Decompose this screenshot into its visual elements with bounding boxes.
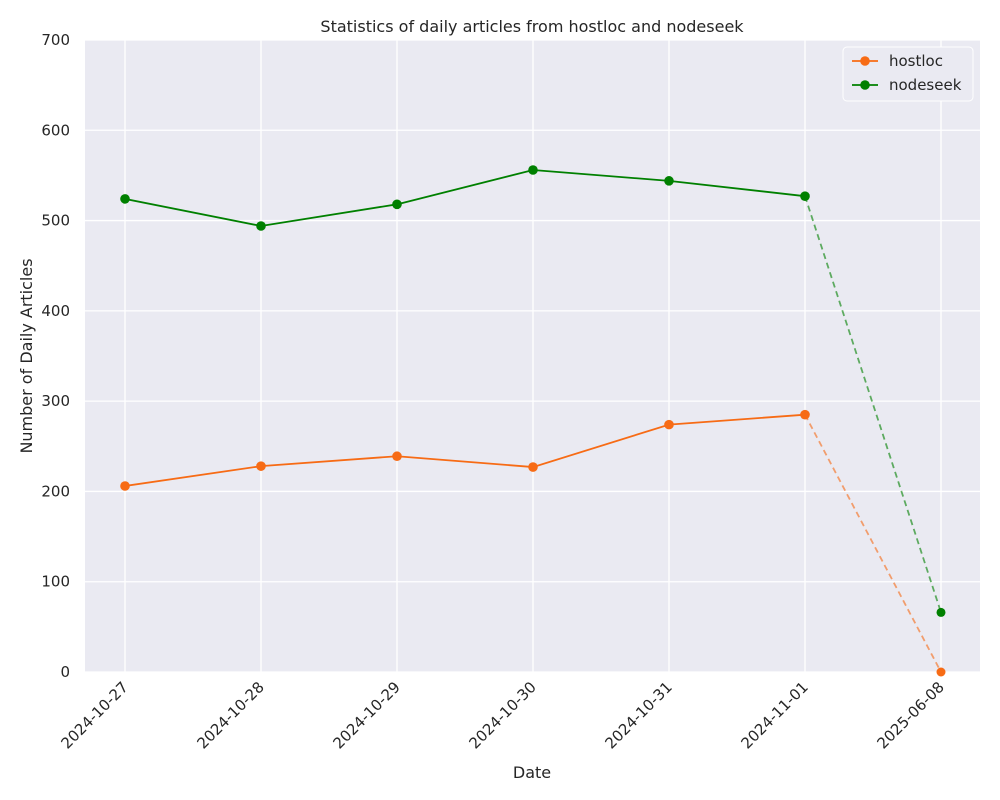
legend-marker-nodeseek	[860, 80, 870, 90]
data-point-hostloc	[392, 451, 402, 462]
y-axis-title: Number of Daily Articles	[17, 258, 36, 453]
series-hostloc	[120, 409, 946, 677]
series-layer	[120, 165, 946, 677]
legend-label-hostloc: hostloc	[889, 52, 943, 70]
x-tick-label: 2025-06-08	[873, 678, 947, 752]
y-tick-label: 400	[41, 302, 70, 320]
series-line-hostloc	[124, 413, 806, 487]
y-tick-label: 200	[41, 482, 70, 500]
data-point-nodeseek	[800, 191, 810, 201]
data-point-nodeseek	[528, 165, 538, 175]
y-tick-label: 100	[41, 573, 70, 591]
x-axis-title: Date	[513, 763, 551, 782]
y-tick-label: 600	[41, 121, 70, 139]
chart-title: Statistics of daily articles from hostlo…	[320, 17, 744, 36]
x-tick-labels: 2024-10-27 2024-10-28 2024-10-29 2024-10-30…	[57, 678, 947, 752]
data-point-nodeseek	[392, 199, 402, 210]
y-tick-label: 0	[60, 663, 70, 681]
x-tick-label: 2024-11-01	[737, 678, 811, 752]
legend: hostloc nodeseek	[842, 46, 974, 102]
y-tick-label: 500	[41, 212, 70, 230]
y-tick-label: 300	[41, 392, 70, 410]
data-point-hostloc	[120, 481, 130, 491]
series-dashed-segment-hostloc	[804, 414, 942, 673]
x-tick-label: 2024-10-27	[57, 678, 131, 752]
y-tick-label: 700	[41, 31, 70, 49]
legend-label-nodeseek: nodeseek	[889, 76, 962, 94]
data-point-nodeseek	[256, 221, 266, 231]
data-point-hostloc	[664, 419, 674, 430]
data-point-nodeseek	[664, 176, 674, 186]
x-tick-label: 2024-10-31	[601, 678, 675, 752]
data-point-hostloc	[936, 667, 946, 677]
legend-marker-hostloc	[860, 56, 870, 66]
x-tick-label: 2024-10-28	[193, 678, 267, 752]
y-tick-labels: 0 100 200 300 400 500 600 700	[41, 31, 70, 681]
x-tick-label: 2024-10-29	[329, 678, 403, 752]
data-point-hostloc	[528, 462, 538, 472]
series-line-nodeseek	[124, 169, 806, 227]
series-dashed-segment-nodeseek	[804, 195, 942, 613]
x-tick-label: 2024-10-30	[465, 678, 539, 752]
series-nodeseek	[120, 165, 946, 617]
grid-lines	[85, 39, 980, 673]
data-point-hostloc	[256, 461, 266, 471]
data-point-hostloc	[800, 409, 810, 420]
data-point-nodeseek	[120, 194, 130, 204]
data-point-nodeseek	[936, 607, 946, 617]
